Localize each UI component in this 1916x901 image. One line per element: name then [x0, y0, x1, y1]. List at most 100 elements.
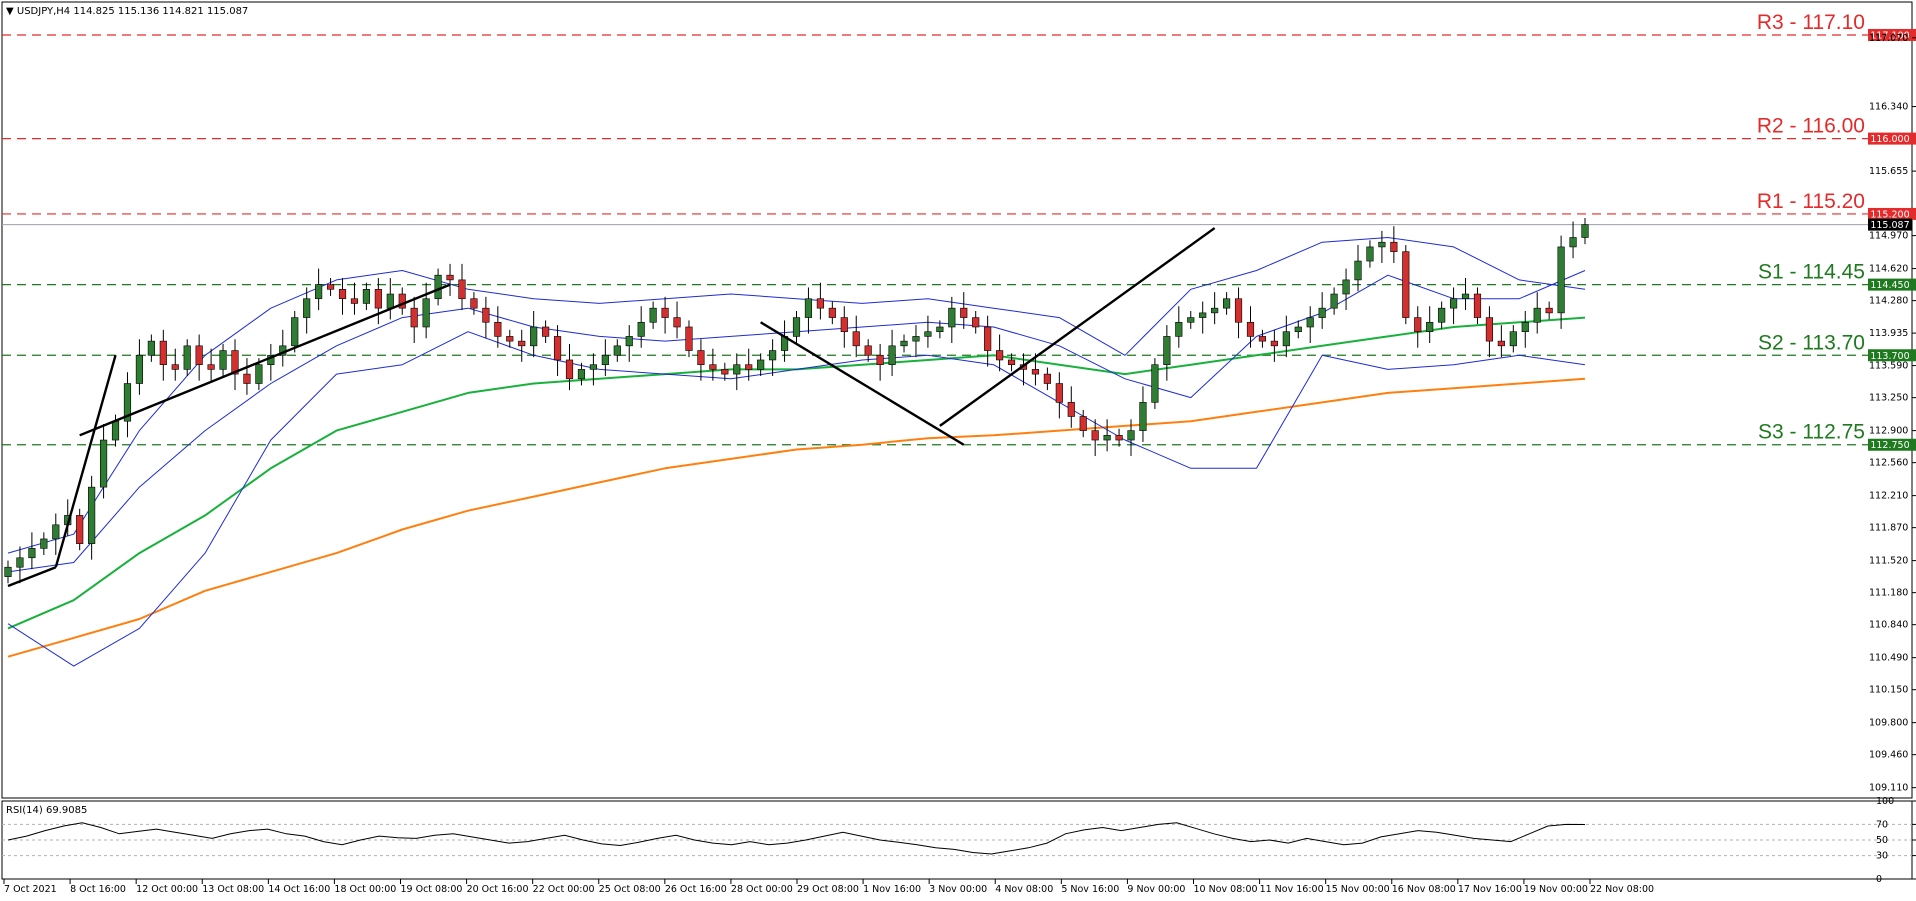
candle-body	[804, 298, 813, 318]
candle	[518, 329, 526, 362]
candle	[888, 329, 896, 376]
candle-body	[601, 354, 609, 365]
candle	[123, 372, 132, 438]
rsi-label: RSI(14) 69.9085	[6, 805, 87, 816]
trendline	[7, 566, 57, 588]
candle	[1438, 301, 1446, 329]
candle-body	[924, 331, 932, 337]
x-tick-label: 19 Nov 00:00	[1524, 884, 1588, 895]
candle-body	[88, 486, 96, 544]
candle-body	[350, 298, 359, 304]
candle	[912, 325, 920, 358]
y-tick-label: 112.210	[1869, 491, 1908, 502]
candle-body	[135, 354, 144, 384]
candle	[1461, 278, 1470, 311]
price-tag-bg-r3	[1912, 28, 1916, 41]
trendline	[760, 321, 965, 446]
candle	[852, 315, 860, 358]
rsi-y-tick-label: 30	[1876, 851, 1888, 862]
candle	[1223, 292, 1231, 315]
candle	[673, 301, 681, 339]
x-tick-label: 3 Nov 00:00	[929, 884, 987, 895]
candle-body	[792, 317, 801, 337]
candle	[924, 315, 932, 348]
candle-body	[1378, 241, 1386, 248]
last-price-tag	[1868, 218, 1912, 231]
candle-body	[291, 317, 299, 347]
y-tick-label: 114.280	[1869, 296, 1908, 307]
candle	[745, 348, 753, 381]
x-tick-label: 7 Oct 2021	[4, 884, 57, 895]
candle-body	[1330, 293, 1338, 309]
rsi-line	[7, 822, 1586, 855]
candle	[1270, 329, 1278, 362]
candle	[1390, 226, 1398, 263]
candle-body	[577, 369, 586, 380]
candle-body	[769, 350, 777, 361]
candle-body	[410, 307, 418, 328]
x-tick-label: 16 Nov 08:00	[1392, 884, 1456, 895]
y-tick-label: 111.520	[1869, 556, 1908, 567]
candle-body	[828, 307, 836, 318]
candle	[315, 268, 323, 311]
candle-body	[625, 336, 633, 347]
candle-body	[1223, 298, 1231, 309]
y-tick-label: 114.970	[1869, 231, 1908, 242]
candle-body	[996, 350, 1004, 361]
candle-body	[1175, 321, 1183, 337]
candle-body	[303, 298, 311, 318]
x-tick-label: 1 Nov 16:00	[863, 884, 921, 895]
x-tick-label: 29 Oct 08:00	[797, 884, 859, 895]
x-tick-label: 26 Oct 16:00	[665, 884, 727, 895]
candle-body	[1055, 383, 1063, 403]
candle	[1091, 419, 1099, 457]
candle	[1151, 358, 1159, 409]
candle	[733, 353, 741, 391]
x-tick-label: 8 Oct 16:00	[70, 884, 126, 895]
candle-body	[661, 307, 669, 318]
price-tag-label-s2: 113.700	[1870, 351, 1909, 362]
candle-body	[1151, 364, 1159, 403]
candle-body	[1007, 359, 1016, 365]
candle	[374, 278, 382, 325]
candle	[1533, 292, 1541, 334]
candle-body	[255, 364, 263, 384]
candle	[709, 348, 717, 381]
candle	[721, 362, 729, 381]
rsi-y-tick-label: 50	[1876, 835, 1888, 846]
candle	[589, 353, 597, 386]
price-tag-bg-r1	[1912, 207, 1916, 220]
main-plot-frame	[1, 1, 1913, 799]
level-label-s2: S2 - 113.70	[1758, 331, 1865, 354]
x-tick-label: 11 Nov 16:00	[1260, 884, 1324, 895]
y-tick-label: 112.900	[1869, 426, 1908, 437]
candle-body	[745, 364, 753, 370]
candle	[1163, 325, 1171, 381]
candle	[219, 343, 227, 376]
level-label-s1: S1 - 114.45	[1758, 261, 1865, 284]
candle-body	[1354, 260, 1362, 281]
ma200-line	[7, 377, 1586, 658]
candle	[1330, 287, 1338, 315]
chart-header-arrow: ▼	[6, 6, 17, 17]
candle	[1055, 372, 1063, 419]
candle	[40, 532, 48, 555]
candle-body	[613, 345, 621, 356]
candle-body	[1234, 298, 1243, 323]
candle-body	[386, 293, 394, 309]
x-tick-label: 4 Nov 08:00	[995, 884, 1053, 895]
rsi-y-tick-label: 100	[1876, 796, 1894, 807]
candle-body	[1402, 251, 1410, 318]
candle	[601, 339, 609, 376]
x-tick-label: 14 Oct 16:00	[268, 884, 330, 895]
candle-body	[685, 326, 693, 351]
y-tick-label: 115.655	[1869, 166, 1908, 177]
candle	[1079, 409, 1087, 438]
candle-body	[864, 345, 872, 356]
candle	[804, 287, 813, 334]
candle-body	[446, 274, 454, 281]
candle-body	[315, 284, 323, 300]
candle-body	[840, 317, 848, 333]
candle	[1366, 240, 1374, 268]
